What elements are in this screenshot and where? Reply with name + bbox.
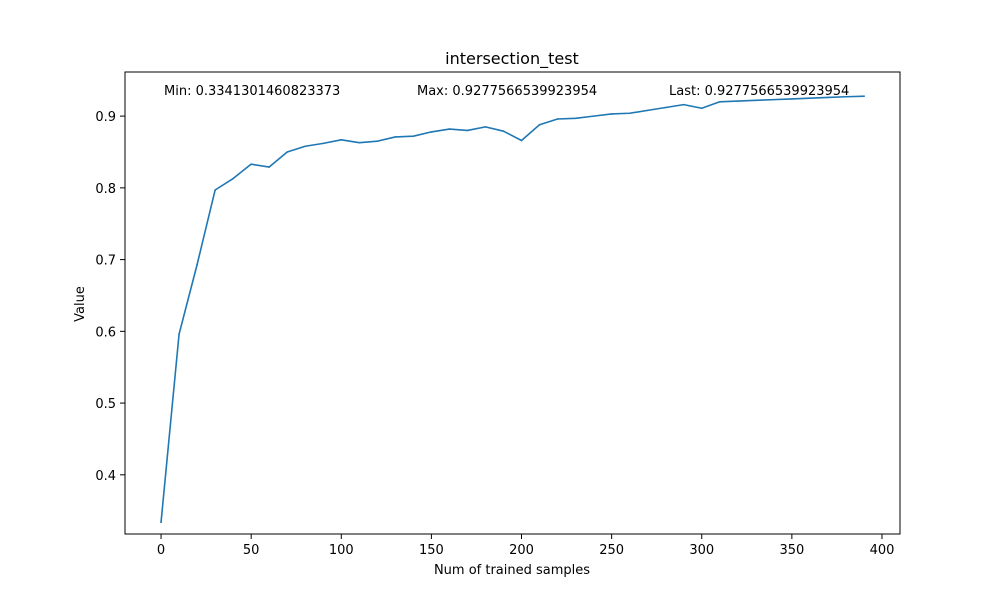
axis-ticks: 0 50 100 150 200 250 300 350 400 0.4 0.5 0.6 0.7 0.8 0… (95, 110, 894, 558)
data-point-30 (700, 107, 703, 110)
last-annotation: Last: 0.9277566539923954 (669, 84, 849, 99)
data-point-9 (322, 142, 325, 145)
data-point-12 (376, 140, 379, 143)
x-tick-label-5: 250 (599, 543, 624, 558)
data-point-38 (845, 95, 847, 98)
data-point-36 (809, 97, 811, 99)
y-tick-label-2: 0.6 (95, 325, 116, 340)
series-line (160, 95, 865, 523)
data-point-29 (682, 103, 685, 106)
data-point-37 (827, 96, 829, 99)
data-point-7 (286, 151, 289, 153)
x-axis-label: Num of trained samples (434, 563, 590, 578)
x-tick-label-2: 100 (329, 543, 354, 558)
data-point-19 (502, 130, 505, 132)
data-point-31 (718, 100, 721, 103)
data-point-26 (628, 112, 631, 115)
data-point-8 (304, 145, 307, 148)
data-point-33 (755, 99, 757, 102)
x-tick-label-4: 200 (509, 543, 534, 558)
data-point-28 (664, 106, 667, 109)
data-point-1 (178, 333, 180, 336)
x-tick-label-0: 0 (157, 543, 165, 558)
min-annotation: Min: 0.3341301460823373 (164, 84, 340, 99)
x-tick-label-7: 350 (779, 543, 804, 558)
x-tick-label-8: 400 (870, 543, 895, 558)
data-point-4 (232, 177, 234, 180)
data-point-15 (430, 131, 433, 133)
data-point-34 (773, 98, 775, 101)
y-tick-label-4: 0.8 (95, 182, 116, 197)
series-points (160, 95, 865, 523)
data-point-17 (466, 129, 469, 132)
data-point-32 (736, 100, 739, 102)
data-point-11 (358, 141, 361, 144)
data-point-14 (412, 135, 415, 138)
data-point-18 (484, 126, 487, 128)
data-point-35 (791, 98, 793, 100)
data-point-0 (160, 521, 162, 523)
data-point-20 (520, 139, 523, 142)
data-point-21 (538, 123, 541, 126)
data-point-2 (196, 263, 198, 266)
data-point-24 (592, 115, 595, 117)
data-point-25 (610, 113, 613, 115)
max-annotation: Max: 0.9277566539923954 (417, 84, 597, 99)
y-tick-label-3: 0.7 (95, 254, 116, 269)
y-tick-label-5: 0.9 (95, 110, 116, 125)
y-axis-label: Value (73, 286, 88, 322)
data-point-13 (394, 136, 397, 138)
x-tick-label-1: 50 (243, 543, 260, 558)
y-tick-label-1: 0.5 (95, 397, 116, 412)
plot-frame (124, 71, 901, 535)
data-point-6 (268, 166, 270, 168)
y-tick-label-0: 0.4 (95, 469, 116, 484)
x-tick-label-3: 150 (419, 543, 444, 558)
data-point-5 (250, 163, 252, 165)
chart-title: intersection_test (445, 49, 579, 69)
x-tick-label-6: 300 (689, 543, 714, 558)
data-point-39 (863, 95, 865, 97)
data-point-27 (646, 109, 649, 112)
data-point-22 (556, 118, 559, 120)
data-point-10 (340, 138, 343, 141)
data-point-16 (448, 128, 451, 130)
data-point-23 (574, 117, 577, 120)
data-point-3 (214, 189, 216, 191)
